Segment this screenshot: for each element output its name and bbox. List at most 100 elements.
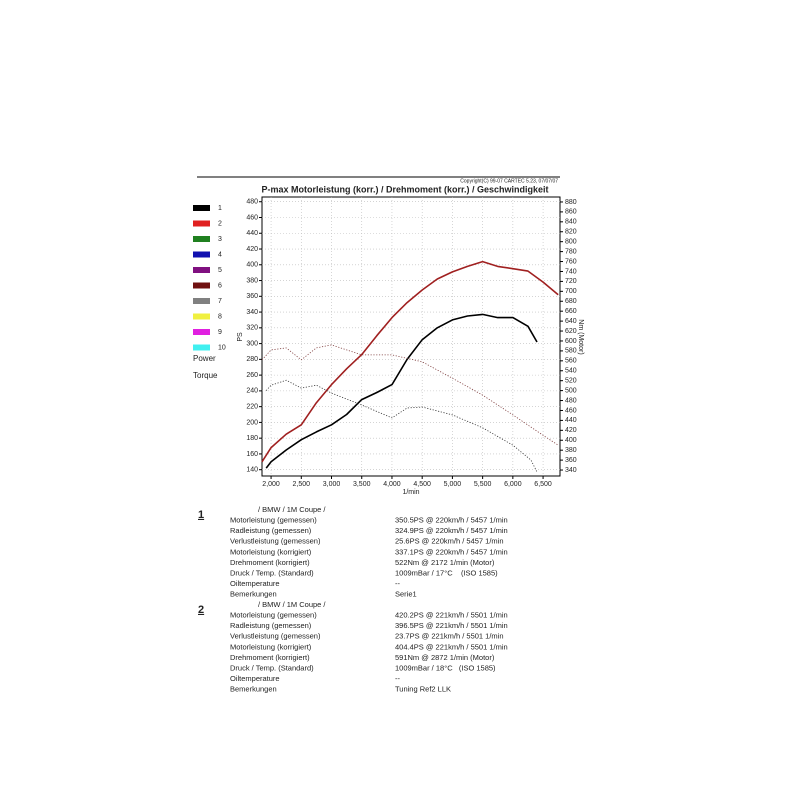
row-value: 522Nm @ 2172 1/min (Motor) [395,558,495,567]
y-tick-label: 480 [246,199,258,206]
x-tick-label: 5,500 [474,481,492,488]
y2-tick-label: 560 [565,358,577,365]
y2-tick-label: 720 [565,278,577,285]
legend-label: 8 [218,313,222,320]
row-label: Drehmoment (korrigiert) [230,558,310,567]
run-number: 2 [198,604,204,616]
y2-tick-label: 600 [565,338,577,345]
x-tick-label: 6,000 [504,481,522,488]
y-tick-label: 180 [246,435,258,442]
legend-swatch [193,313,210,320]
y2-axis-label: Nm (Motor) [577,319,584,354]
row-label: Verlustleistung (gemessen) [230,632,321,641]
y2-tick-label: 540 [565,368,577,375]
y2-tick-label: 520 [565,378,577,385]
x-tick-label: 3,000 [323,481,341,488]
y2-tick-label: 780 [565,248,577,255]
y2-tick-label: 420 [565,427,577,434]
legend-swatch [193,220,210,227]
y2-tick-label: 580 [565,348,577,355]
plot-frame [261,196,561,477]
legend-swatch [193,298,210,304]
copyright: Copyright(C) 99-07 CARTEC 5.23, 07/07/07 [460,178,558,184]
row-label: Motorleistung (korrigiert) [230,642,312,651]
x-tick-label: 3,500 [353,481,371,488]
legend-label: 6 [218,282,222,289]
x-tick-label: 4,500 [413,481,431,488]
legend-label: 2 [218,220,222,227]
y-axis-label: PS [237,332,244,342]
y2-tick-label: 660 [565,308,577,315]
legend-label: 7 [218,298,222,305]
y-tick-label: 220 [246,403,258,410]
row-value: Serie1 [395,590,417,599]
line-style-label: Torque [193,371,218,380]
y2-tick-label: 380 [565,447,577,454]
row-label: Radleistung (gemessen) [230,621,312,630]
legend-label: 3 [218,236,222,243]
row-label: Drehmoment (korrigiert) [230,653,310,662]
row-label: Bemerkungen [230,590,277,599]
y-tick-label: 300 [246,340,258,347]
row-label: Druck / Temp. (Standard) [230,663,314,672]
row-value: 420.2PS @ 221km/h / 5501 1/min [395,610,508,619]
x-tick-label: 4,000 [383,481,401,488]
row-value: 337.1PS @ 220km/h / 5457 1/min [395,547,508,556]
y2-tick-label: 340 [565,467,577,474]
row-value: 1009mBar / 17°C (ISO 1585) [395,568,498,577]
y2-tick-label: 800 [565,239,577,246]
row-label: Druck / Temp. (Standard) [230,568,314,577]
y-tick-label: 280 [246,356,258,363]
x-axis-label: 1/min [402,489,419,496]
legend-label: 10 [218,344,226,351]
x-tick-label: 2,500 [293,481,311,488]
row-value: 350.5PS @ 220km/h / 5457 1/min [395,515,508,524]
row-value: 324.9PS @ 220km/h / 5457 1/min [395,526,508,535]
y-tick-label: 240 [246,388,258,395]
legend-label: 1 [218,205,222,212]
legend-swatch [193,205,210,211]
y2-tick-label: 400 [565,437,577,444]
y2-tick-label: 680 [565,298,577,305]
y2-tick-label: 360 [565,457,577,464]
row-value: 23.7PS @ 221km/h / 5501 1/min [395,632,504,641]
y2-tick-label: 440 [565,417,577,424]
y-tick-label: 160 [246,451,258,458]
row-value: -- [395,579,400,588]
run-number: 1 [198,509,204,521]
y2-tick-label: 620 [565,328,577,335]
row-label: Verlustleistung (gemessen) [230,537,321,546]
legend-label: 9 [218,329,222,336]
line-style-label: Power [193,354,216,363]
legend-swatch [193,236,210,242]
row-value: 404.4PS @ 221km/h / 5501 1/min [395,642,508,651]
y2-tick-label: 500 [565,387,577,394]
y2-tick-label: 460 [565,407,577,414]
y2-tick-label: 480 [565,397,577,404]
y-tick-label: 320 [246,325,258,332]
y-tick-label: 380 [246,277,258,284]
y2-tick-label: 640 [565,318,577,325]
y2-tick-label: 840 [565,219,577,226]
legend-swatch [193,251,210,258]
row-label: Motorleistung (gemessen) [230,515,317,524]
row-label: Oiltemperature [230,674,280,683]
x-tick-label: 2,000 [262,481,280,488]
y2-tick-label: 760 [565,258,577,265]
legend-swatch [193,329,210,335]
y-tick-label: 260 [246,372,258,379]
row-value: 25.6PS @ 220km/h / 5457 1/min [395,537,504,546]
y2-tick-label: 820 [565,229,577,236]
y-tick-label: 340 [246,309,258,316]
x-tick-label: 5,000 [444,481,462,488]
run-vehicle: / BMW / 1M Coupe / [258,600,326,609]
row-label: Oiltemperature [230,579,280,588]
y-tick-label: 420 [246,246,258,253]
x-tick-label: 6,500 [534,481,552,488]
legend-swatch [193,282,210,289]
row-label: Radleistung (gemessen) [230,526,312,535]
torque-line [265,379,538,473]
row-label: Bemerkungen [230,685,277,694]
